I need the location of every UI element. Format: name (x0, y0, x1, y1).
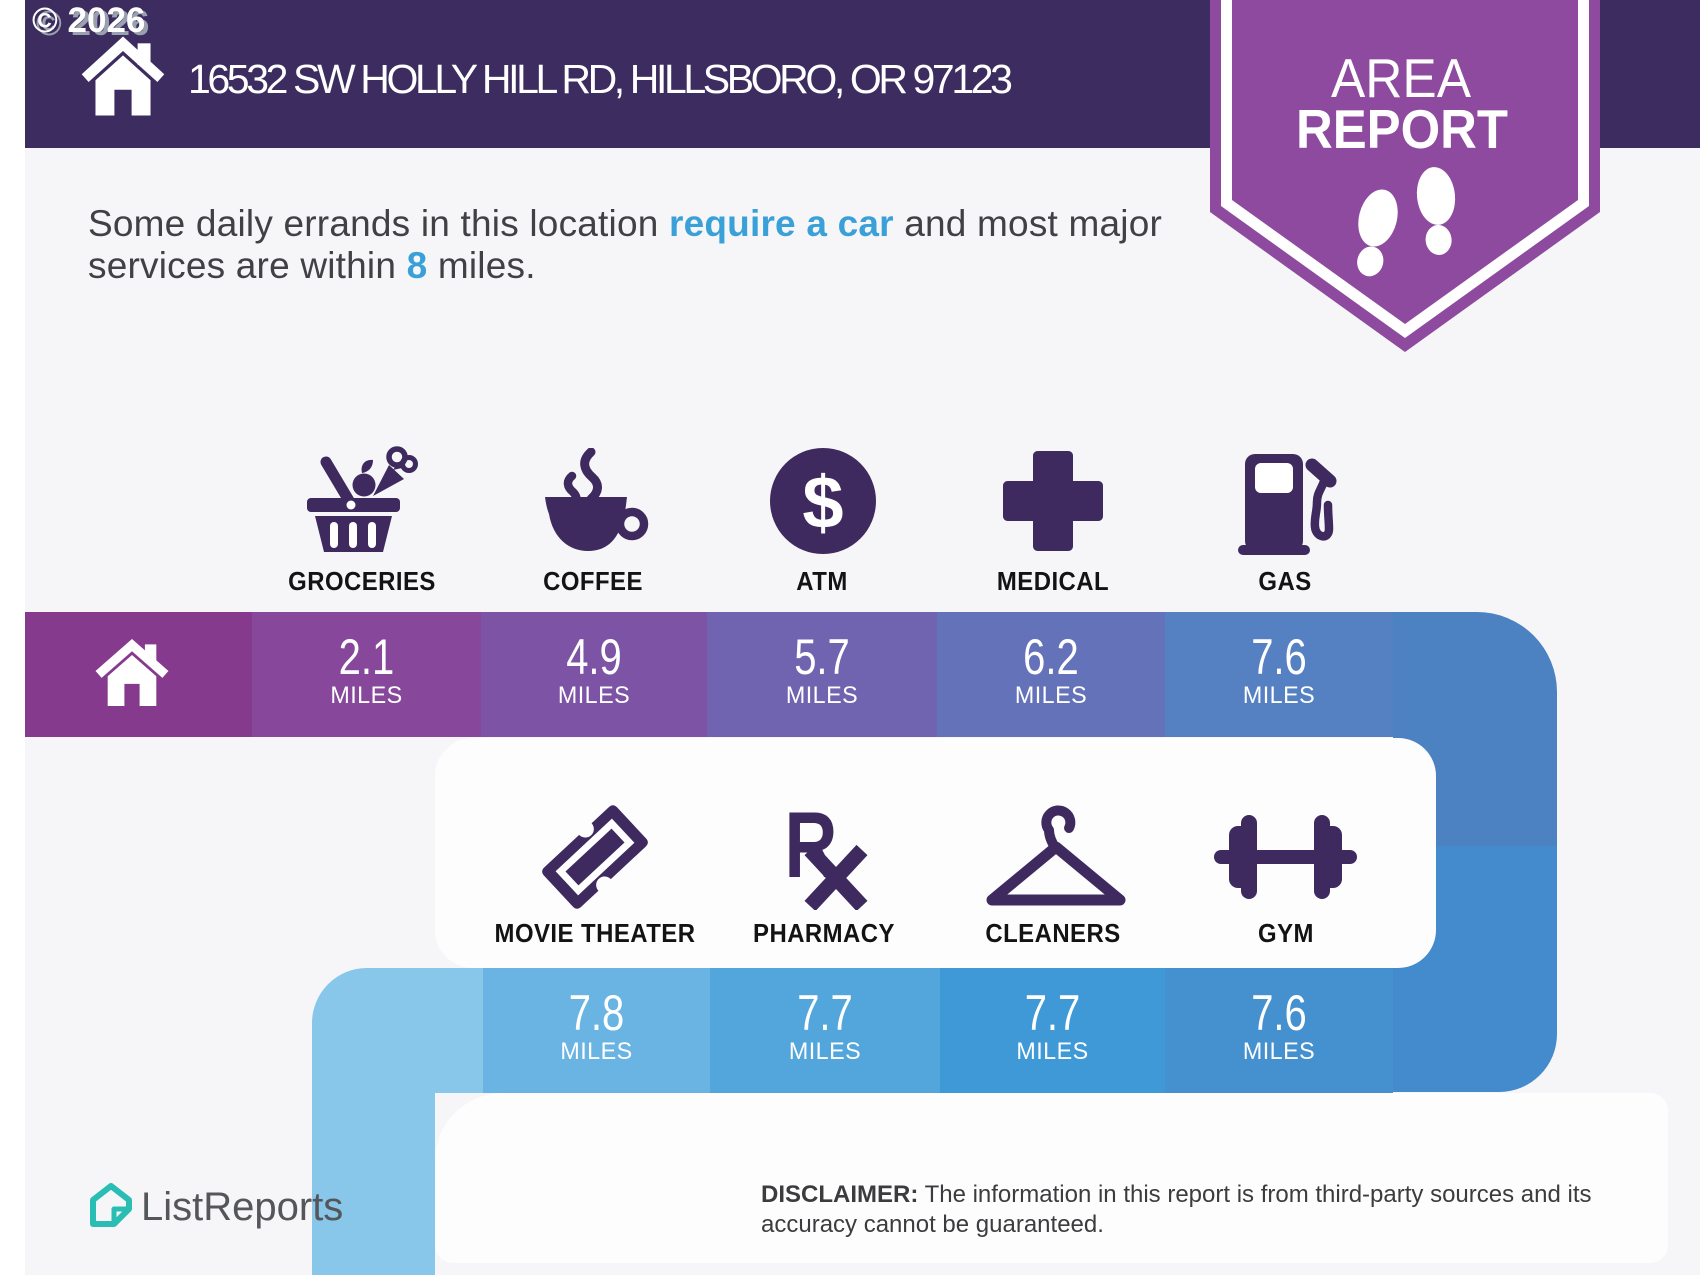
svg-text:AREA: AREA (1331, 47, 1471, 109)
svg-text:REPORT: REPORT (1296, 98, 1508, 160)
svg-text:$: $ (802, 461, 843, 544)
